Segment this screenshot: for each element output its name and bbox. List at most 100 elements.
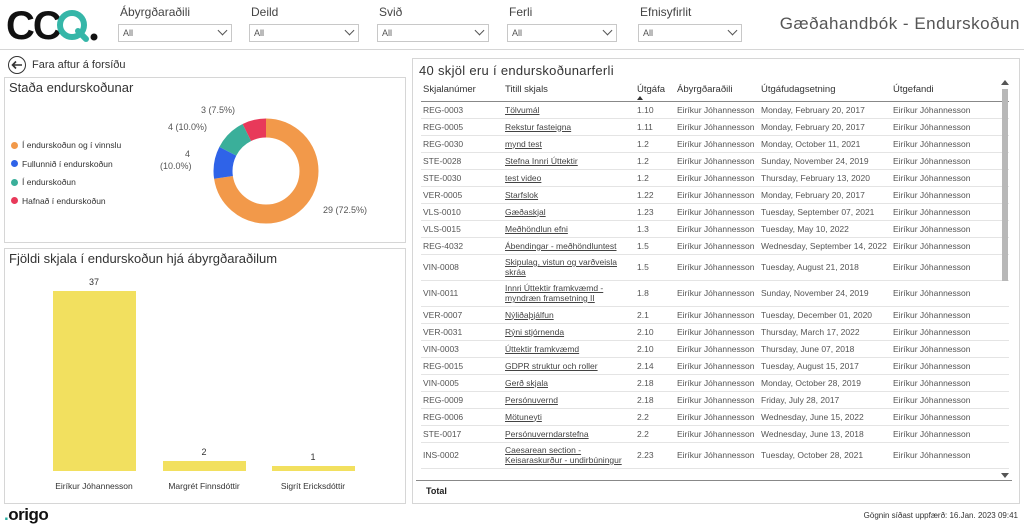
- filter-efnisyfirlit-select[interactable]: All: [638, 24, 742, 42]
- owners-panel: Fjöldi skjala í endurskoðun hjá ábyrgðar…: [4, 248, 406, 504]
- table-cell: VER-0005: [421, 186, 503, 204]
- document-title-link[interactable]: Rekstur fasteigna: [503, 118, 635, 136]
- table-cell: Tuesday, September 07, 2021: [759, 203, 891, 221]
- document-title-link[interactable]: Nýliðaþjálfun: [503, 306, 635, 324]
- bar[interactable]: [52, 291, 136, 471]
- table-row[interactable]: VER-0005 Starfslok 1.22 Eiríkur Jóhannesson…: [421, 186, 1009, 204]
- table-cell: Eiríkur Jóhannesson: [675, 340, 759, 358]
- document-title-link[interactable]: Starfslok: [503, 186, 635, 204]
- back-to-home-link[interactable]: Fara aftur á forsíðu: [8, 56, 126, 74]
- document-title-link[interactable]: Caesarean section - Keisaraskurður - und…: [503, 442, 635, 469]
- filter-ferli-select[interactable]: All: [507, 24, 617, 42]
- table-cell: Sunday, November 24, 2019: [759, 152, 891, 170]
- table-title: 40 skjöl eru í endurskoðunarferli: [419, 63, 614, 78]
- filter-svid-select[interactable]: All: [377, 24, 489, 42]
- scroll-up-icon[interactable]: [1001, 80, 1009, 85]
- table-header-row: Skjalanúmer Titill skjals Útgáfa Ábyrgða…: [421, 79, 1009, 102]
- table-cell: 2.18: [635, 374, 675, 392]
- table-row[interactable]: VER-0007 Nýliðaþjálfun 2.1 Eiríkur Jóhannes…: [421, 306, 1009, 324]
- table-total-row: Total: [416, 480, 1012, 500]
- chevron-down-icon: [217, 25, 228, 36]
- column-header-abyrgdaradili[interactable]: Ábyrgðaraðili: [675, 79, 759, 102]
- document-title-link[interactable]: test video: [503, 169, 635, 187]
- bar[interactable]: [162, 461, 246, 471]
- table-cell: Eiríkur Jóhannesson: [891, 203, 1009, 221]
- table-cell: Monday, October 28, 2019: [759, 374, 891, 392]
- table-row[interactable]: INS-0002 Caesarean section - Keisaraskurð…: [421, 442, 1009, 469]
- filter-deild-select[interactable]: All: [249, 24, 359, 42]
- bar[interactable]: [271, 466, 355, 471]
- column-header-skjalanumer[interactable]: Skjalanúmer: [421, 79, 503, 102]
- table-row[interactable]: REG-0015 GDPR struktur och roller 2.14 Eirí…: [421, 357, 1009, 375]
- table-row[interactable]: VIN-0003 Úttektir framkvæmd 2.10 Eiríkur Jó…: [421, 340, 1009, 358]
- table-cell: STE-0030: [421, 169, 503, 187]
- table-cell: Friday, July 28, 2017: [759, 391, 891, 409]
- table-row[interactable]: VIN-0008 Skipulag, vistun og varðveisla s…: [421, 254, 1009, 281]
- document-title-link[interactable]: GDPR struktur och roller: [503, 357, 635, 375]
- table-row[interactable]: VIN-0011 Innri Úttektir framkvæmd - myndr…: [421, 280, 1009, 307]
- legend-item[interactable]: Í endurskoðun og í vinnslu: [11, 136, 121, 155]
- table-row[interactable]: STE-0028 Stefna Innri Úttektir 1.2 Eiríkur …: [421, 152, 1009, 170]
- filter-efnisyfirlit: Efnisyfirlit All: [638, 5, 742, 42]
- table-cell: Eiríkur Jóhannesson: [891, 152, 1009, 170]
- document-title-link[interactable]: Úttektir framkvæmd: [503, 340, 635, 358]
- scroll-down-icon[interactable]: [1001, 473, 1009, 478]
- scroll-thumb[interactable]: [1002, 89, 1008, 281]
- document-title-link[interactable]: Rýni stjórnenda: [503, 323, 635, 341]
- table-row[interactable]: REG-0003 Tölvumál 1.10 Eiríkur Jóhannesson M…: [421, 101, 1009, 119]
- document-title-link[interactable]: Mötuneyti: [503, 408, 635, 426]
- filter-svid: Svið All: [377, 5, 489, 42]
- table-cell: 1.22: [635, 186, 675, 204]
- table-row[interactable]: VLS-0015 Meðhöndlun efni 1.3 Eiríkur Jóhann…: [421, 220, 1009, 238]
- table-row[interactable]: REG-0009 Persónuvernd 2.18 Eiríkur Jóhannes…: [421, 391, 1009, 409]
- legend-item[interactable]: Í endurskoðun: [11, 173, 121, 192]
- legend-item[interactable]: Fullunnið í endurskoðun: [11, 155, 121, 174]
- table-row[interactable]: VIN-0005 Gerð skjala 2.18 Eiríkur Jóhanness…: [421, 374, 1009, 392]
- document-title-link[interactable]: Persónuverndarstefna: [503, 425, 635, 443]
- table-row[interactable]: VER-0031 Rýni stjórnenda 2.10 Eiríkur Jóhan…: [421, 323, 1009, 341]
- column-header-label: Útgáfa: [637, 84, 665, 96]
- table-row[interactable]: REG-0030 mynd test 1.2 Eiríkur Jóhannesson M…: [421, 135, 1009, 153]
- table-cell: Eiríkur Jóhannesson: [675, 374, 759, 392]
- document-title-link[interactable]: Skipulag, vistun og varðveisla skráa: [503, 254, 635, 281]
- column-header-utgefandi[interactable]: Útgefandi: [891, 79, 1009, 102]
- document-title-link[interactable]: Tölvumál: [503, 101, 635, 119]
- filter-value: All: [382, 28, 393, 38]
- filter-label: Ferli: [509, 5, 533, 19]
- table-row[interactable]: VLS-0010 Gæðaskjal 1.23 Eiríkur Jóhannesson…: [421, 203, 1009, 221]
- legend-label: Í endurskoðun og í vinnslu: [22, 140, 122, 151]
- legend-item[interactable]: Hafnað í endurskoðun: [11, 192, 121, 211]
- table-row[interactable]: STE-0030 test video 1.2 Eiríkur Jóhannesson…: [421, 169, 1009, 187]
- document-title-link[interactable]: Ábendingar - meðhöndluntest: [503, 237, 635, 255]
- column-header-utgafudagsetning[interactable]: Útgáfudagsetning: [759, 79, 891, 102]
- document-title-link[interactable]: Innri Úttektir framkvæmd - myndræn frams…: [503, 280, 635, 307]
- document-title-link[interactable]: Gerð skjala: [503, 374, 635, 392]
- column-header-utgafa[interactable]: Útgáfa: [635, 79, 675, 102]
- table-cell: VIN-0005: [421, 374, 503, 392]
- donut-slice-1[interactable]: [213, 118, 319, 224]
- table-row[interactable]: REG-0006 Mötuneyti 2.2 Eiríkur Jóhannesson W…: [421, 408, 1009, 426]
- table-row[interactable]: STE-0017 Persónuverndarstefna 2.2 Eiríkur J…: [421, 425, 1009, 443]
- donut-label-completed-pct: (10.0%): [160, 161, 192, 171]
- document-title-link[interactable]: Persónuvernd: [503, 391, 635, 409]
- chevron-down-icon: [602, 25, 613, 36]
- header: CC Ábyrgðaraðili All Deild All Svið All …: [0, 0, 1024, 50]
- table-cell: Tuesday, October 28, 2021: [759, 442, 891, 469]
- table-cell: Tuesday, May 10, 2022: [759, 220, 891, 238]
- document-title-link[interactable]: Stefna Innri Úttektir: [503, 152, 635, 170]
- column-header-titill[interactable]: Titill skjals: [503, 79, 635, 102]
- table-row[interactable]: REG-4032 Ábendingar - meðhöndluntest 1.5 Ei…: [421, 237, 1009, 255]
- status-donut-chart[interactable]: [206, 111, 326, 231]
- table-cell: Eiríkur Jóhannesson: [675, 425, 759, 443]
- filter-abyrgdaradili-select[interactable]: All: [118, 24, 232, 42]
- document-title-link[interactable]: Gæðaskjal: [503, 203, 635, 221]
- table-cell: STE-0017: [421, 425, 503, 443]
- table-cell: 1.2: [635, 152, 675, 170]
- table-row[interactable]: REG-0005 Rekstur fasteigna 1.11 Eiríkur Jóh…: [421, 118, 1009, 136]
- table-cell: Wednesday, June 15, 2022: [759, 408, 891, 426]
- table-cell: Eiríkur Jóhannesson: [675, 186, 759, 204]
- donut-slice-3[interactable]: [213, 118, 319, 224]
- document-title-link[interactable]: mynd test: [503, 135, 635, 153]
- document-title-link[interactable]: Meðhöndlun efni: [503, 220, 635, 238]
- table-scrollbar[interactable]: [1001, 80, 1009, 478]
